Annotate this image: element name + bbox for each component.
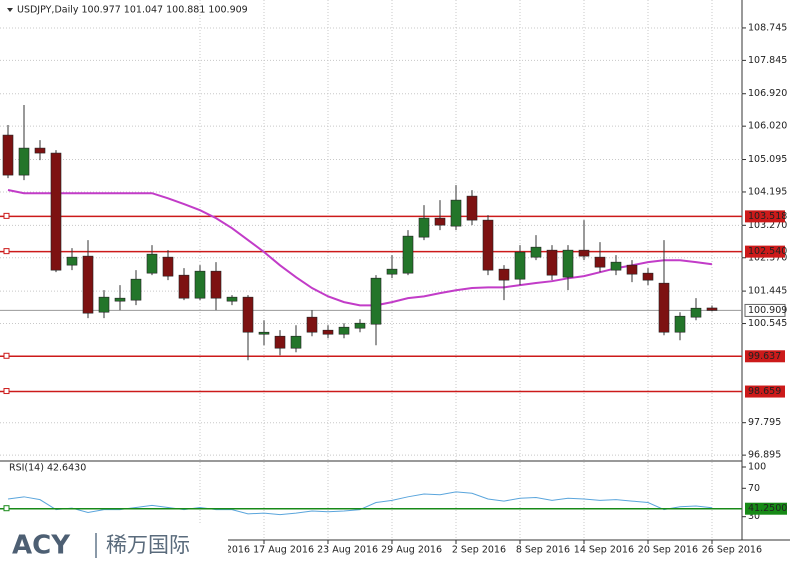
level-label-box (745, 245, 785, 258)
level-label-box (745, 210, 785, 223)
candle-body (674, 315, 686, 333)
y-tick-label: 106.020 (748, 121, 787, 132)
candle-body (626, 264, 638, 275)
candle-body (610, 261, 622, 271)
candle-body (66, 256, 78, 266)
candle-body (514, 251, 526, 280)
y-tick-label: 106.920 (748, 88, 787, 99)
candle-body (322, 329, 334, 335)
y-tick-label: 104.195 (748, 186, 787, 197)
candle-body (2, 134, 14, 176)
rsi-title: RSI(14) 42.6430 (9, 463, 86, 474)
candle-body (370, 277, 382, 325)
candle-body (466, 195, 478, 221)
candle-body (178, 274, 190, 299)
level-label-box (745, 385, 785, 398)
candle-body (34, 147, 46, 154)
level-label: 98.659 (748, 386, 781, 397)
rsi-tick-label: 100 (748, 462, 766, 473)
logo-brand: ACY (12, 531, 71, 561)
candle-body (50, 152, 62, 271)
level-label: 102.540 (748, 246, 787, 257)
y-tick-label: 108.745 (748, 22, 787, 33)
candle-body (162, 256, 174, 277)
title-arrow (7, 8, 13, 12)
candle-body (226, 296, 238, 302)
rsi-level-label: 41.2500 (748, 503, 787, 514)
candle-body (242, 296, 254, 333)
candle-body (562, 249, 574, 278)
x-tick-label: 8 Sep 2016 (516, 545, 570, 556)
candle-body (690, 307, 702, 318)
y-tick-label: 103.270 (748, 220, 787, 231)
candle-body (210, 270, 222, 299)
x-tick-label: 2 Sep 2016 (452, 545, 506, 556)
x-tick-label: 2016 (226, 545, 250, 556)
candle-body (706, 307, 718, 311)
candle-body (434, 217, 446, 226)
candle-body (338, 326, 350, 335)
candle-body (274, 335, 286, 349)
y-tick-label: 101.445 (748, 286, 787, 297)
candle-body (546, 249, 558, 276)
current-price-label: 100.909 (748, 305, 787, 316)
chart-title: USDJPY,Daily 100.977 101.047 100.881 100… (17, 5, 248, 16)
candle-body (354, 322, 366, 329)
level-marker (3, 388, 10, 395)
x-tick-label: 26 Sep 2016 (702, 545, 762, 556)
candle-body (386, 268, 398, 275)
candle-body (18, 147, 30, 176)
candle-body (450, 199, 462, 227)
candle-body (418, 217, 430, 238)
y-tick-label: 105.095 (748, 154, 787, 165)
x-tick-label: 14 Sep 2016 (574, 545, 634, 556)
y-tick-label: 97.795 (748, 417, 781, 428)
candle-body (482, 219, 494, 271)
rsi-level-marker (3, 505, 10, 512)
candle-body (498, 268, 510, 281)
level-marker (3, 352, 10, 359)
level-label-box (745, 350, 785, 363)
candle-body (98, 296, 110, 313)
rsi-tick-label: 70 (748, 483, 760, 494)
candle-body (290, 335, 302, 349)
candle-body (82, 255, 94, 314)
y-tick-label: 100.545 (748, 318, 787, 329)
y-tick-label: 96.895 (748, 450, 781, 461)
level-label: 103.518 (748, 211, 787, 222)
logo-background (0, 524, 228, 567)
level-marker (3, 212, 10, 219)
current-price-box (744, 303, 786, 317)
level-label: 99.637 (748, 351, 781, 362)
candle-body (402, 235, 414, 274)
moving-average (7, 189, 713, 307)
x-tick-label: 20 Sep 2016 (638, 545, 698, 556)
candle-body (642, 272, 654, 281)
rsi-tick-label: 30 (748, 511, 760, 522)
candle-body (658, 282, 670, 333)
x-tick-label: 17 Aug 2016 (253, 545, 314, 556)
candle-body (194, 270, 206, 299)
candle-body (306, 316, 318, 333)
y-tick-label: 102.370 (748, 252, 787, 263)
x-tick-label: 29 Aug 2016 (381, 545, 442, 556)
candle-body (530, 246, 542, 258)
candle-body (130, 278, 142, 301)
candle-body (578, 249, 590, 257)
rsi-level-box (745, 502, 787, 515)
level-marker (3, 248, 10, 255)
candle-body (146, 253, 158, 274)
candle-body (258, 331, 270, 335)
candle-body (594, 256, 606, 268)
x-tick-label: 23 Aug 2016 (317, 545, 378, 556)
candle-body (114, 297, 126, 302)
logo-name: 稀万国际 (106, 533, 190, 557)
y-tick-label: 107.845 (748, 55, 787, 66)
